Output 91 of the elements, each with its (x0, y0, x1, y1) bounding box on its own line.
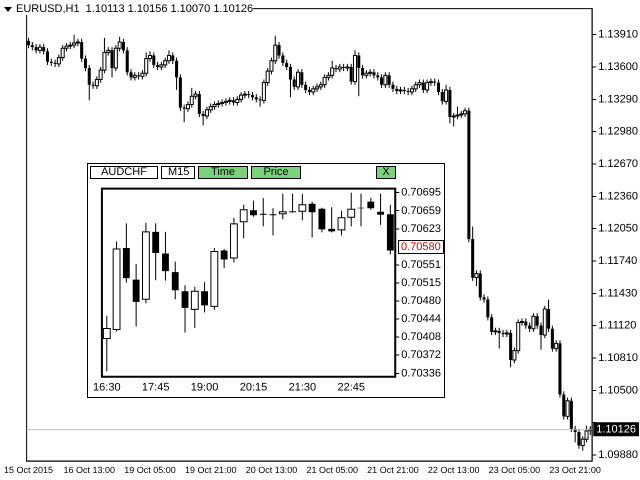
candlestick (440, 88, 444, 106)
candlestick (50, 58, 53, 66)
y-tick-label: 1.12980 (598, 126, 638, 138)
y-tick-label: 1.13290 (598, 93, 638, 106)
candlestick (308, 201, 316, 238)
candlestick (367, 197, 374, 210)
candlestick (433, 78, 436, 86)
candlestick (547, 299, 550, 332)
x-tick-label: 19:00 (190, 381, 218, 394)
candlestick (152, 222, 160, 281)
y-tick-label: 1.12670 (598, 158, 638, 170)
candlestick (536, 312, 539, 330)
annotation: X (376, 166, 396, 179)
candlestick (182, 284, 188, 334)
y-tick-label: 0.70551 (401, 259, 442, 272)
candlestick (130, 68, 133, 82)
candlestick (220, 248, 228, 269)
candlestick (34, 44, 38, 54)
x-tick-label: 21 Oct 21:00 (367, 465, 419, 476)
y-tick-label: 1.12050 (598, 222, 638, 235)
chart-title: EURUSD,H1 1.10113 1.10156 1.10070 1.10126 (16, 3, 254, 15)
candlestick (54, 59, 57, 68)
x-tick-label: 22 Oct 13:00 (428, 465, 480, 476)
x-tick-label: 21:30 (288, 381, 316, 394)
x-tick-label: 21 Oct 05:00 (306, 465, 358, 476)
candlestick (80, 38, 84, 62)
x-tick-label: 19 Oct 05:00 (124, 465, 176, 476)
candlestick (250, 200, 257, 218)
candlestick (288, 63, 292, 98)
y-tick-label: 0.70444 (401, 312, 442, 325)
x-tick-label: 22:45 (337, 381, 366, 394)
candlestick (137, 72, 140, 80)
y-tick-label: 1.11740 (598, 255, 638, 268)
x-tick-label: 16 Oct 13:00 (63, 465, 116, 476)
candlestick (46, 48, 50, 66)
ref-line-label: 1.10126 (596, 423, 636, 436)
x-tick-label: 20:15 (240, 381, 268, 394)
candlestick (391, 81, 394, 93)
x-tick-label: 20 Oct 13:00 (246, 465, 298, 476)
annotation: 0.70580 (398, 240, 444, 254)
candlestick (388, 72, 391, 88)
candlestick (260, 198, 267, 227)
candlestick (270, 208, 276, 236)
candlestick (380, 74, 384, 88)
y-tick-label: 0.70336 (401, 367, 442, 380)
x-tick-label: 17:45 (142, 381, 170, 394)
y-tick-label: 0.70408 (401, 331, 442, 344)
x-tick-label: 15 Oct 2015 (4, 465, 54, 476)
candlestick (524, 318, 528, 330)
y-tick-label: 1.10810 (598, 352, 638, 364)
candlestick (281, 52, 284, 66)
candlestick (201, 282, 208, 313)
y-tick-label: 0.70659 (401, 204, 442, 217)
candlestick (289, 193, 296, 214)
y-tick-label: 1.13600 (598, 61, 638, 74)
candlestick (498, 327, 501, 350)
candlestick (436, 79, 440, 96)
annotation: Time (198, 166, 248, 179)
annotation: Price (251, 166, 301, 179)
y-tick-label: 1.09880 (598, 448, 638, 461)
candlestick (372, 68, 376, 79)
y-tick-label: 0.70695 (401, 186, 442, 199)
chart-subtitle: M15 (161, 166, 195, 179)
candlestick (358, 193, 364, 227)
y-tick-label: 0.70480 (401, 294, 442, 307)
candlestick (162, 231, 169, 282)
y-tick-label: 0.70623 (401, 222, 442, 235)
candlestick (172, 261, 179, 300)
y-tick-label: 1.11430 (598, 287, 638, 300)
candlestick (328, 206, 336, 233)
candlestick (318, 207, 326, 233)
y-tick-label: 1.10500 (598, 384, 638, 396)
candlestick (357, 52, 360, 97)
candlestick (247, 90, 250, 99)
candlestick (132, 264, 140, 327)
candlestick (42, 44, 46, 55)
candlestick (152, 52, 156, 69)
x-tick-label: 16:30 (93, 381, 121, 394)
y-tick-label: 1.11120 (598, 320, 636, 332)
candlestick (550, 325, 554, 352)
x-tick-label: 23 Oct 05:00 (488, 465, 540, 476)
y-tick-label: 1.12360 (598, 190, 638, 202)
x-tick-label: 19 Oct 21:00 (184, 465, 237, 476)
y-tick-label: 0.70372 (401, 349, 442, 362)
candlestick (422, 79, 425, 94)
x-tick-label: 23 Oct 21:00 (549, 465, 601, 476)
y-tick-label: 0.70515 (401, 277, 442, 290)
y-tick-label: 1.13910 (598, 28, 638, 41)
candlestick (478, 270, 482, 302)
candlestick (377, 193, 384, 226)
chart-title: AUDCHF (90, 166, 158, 179)
